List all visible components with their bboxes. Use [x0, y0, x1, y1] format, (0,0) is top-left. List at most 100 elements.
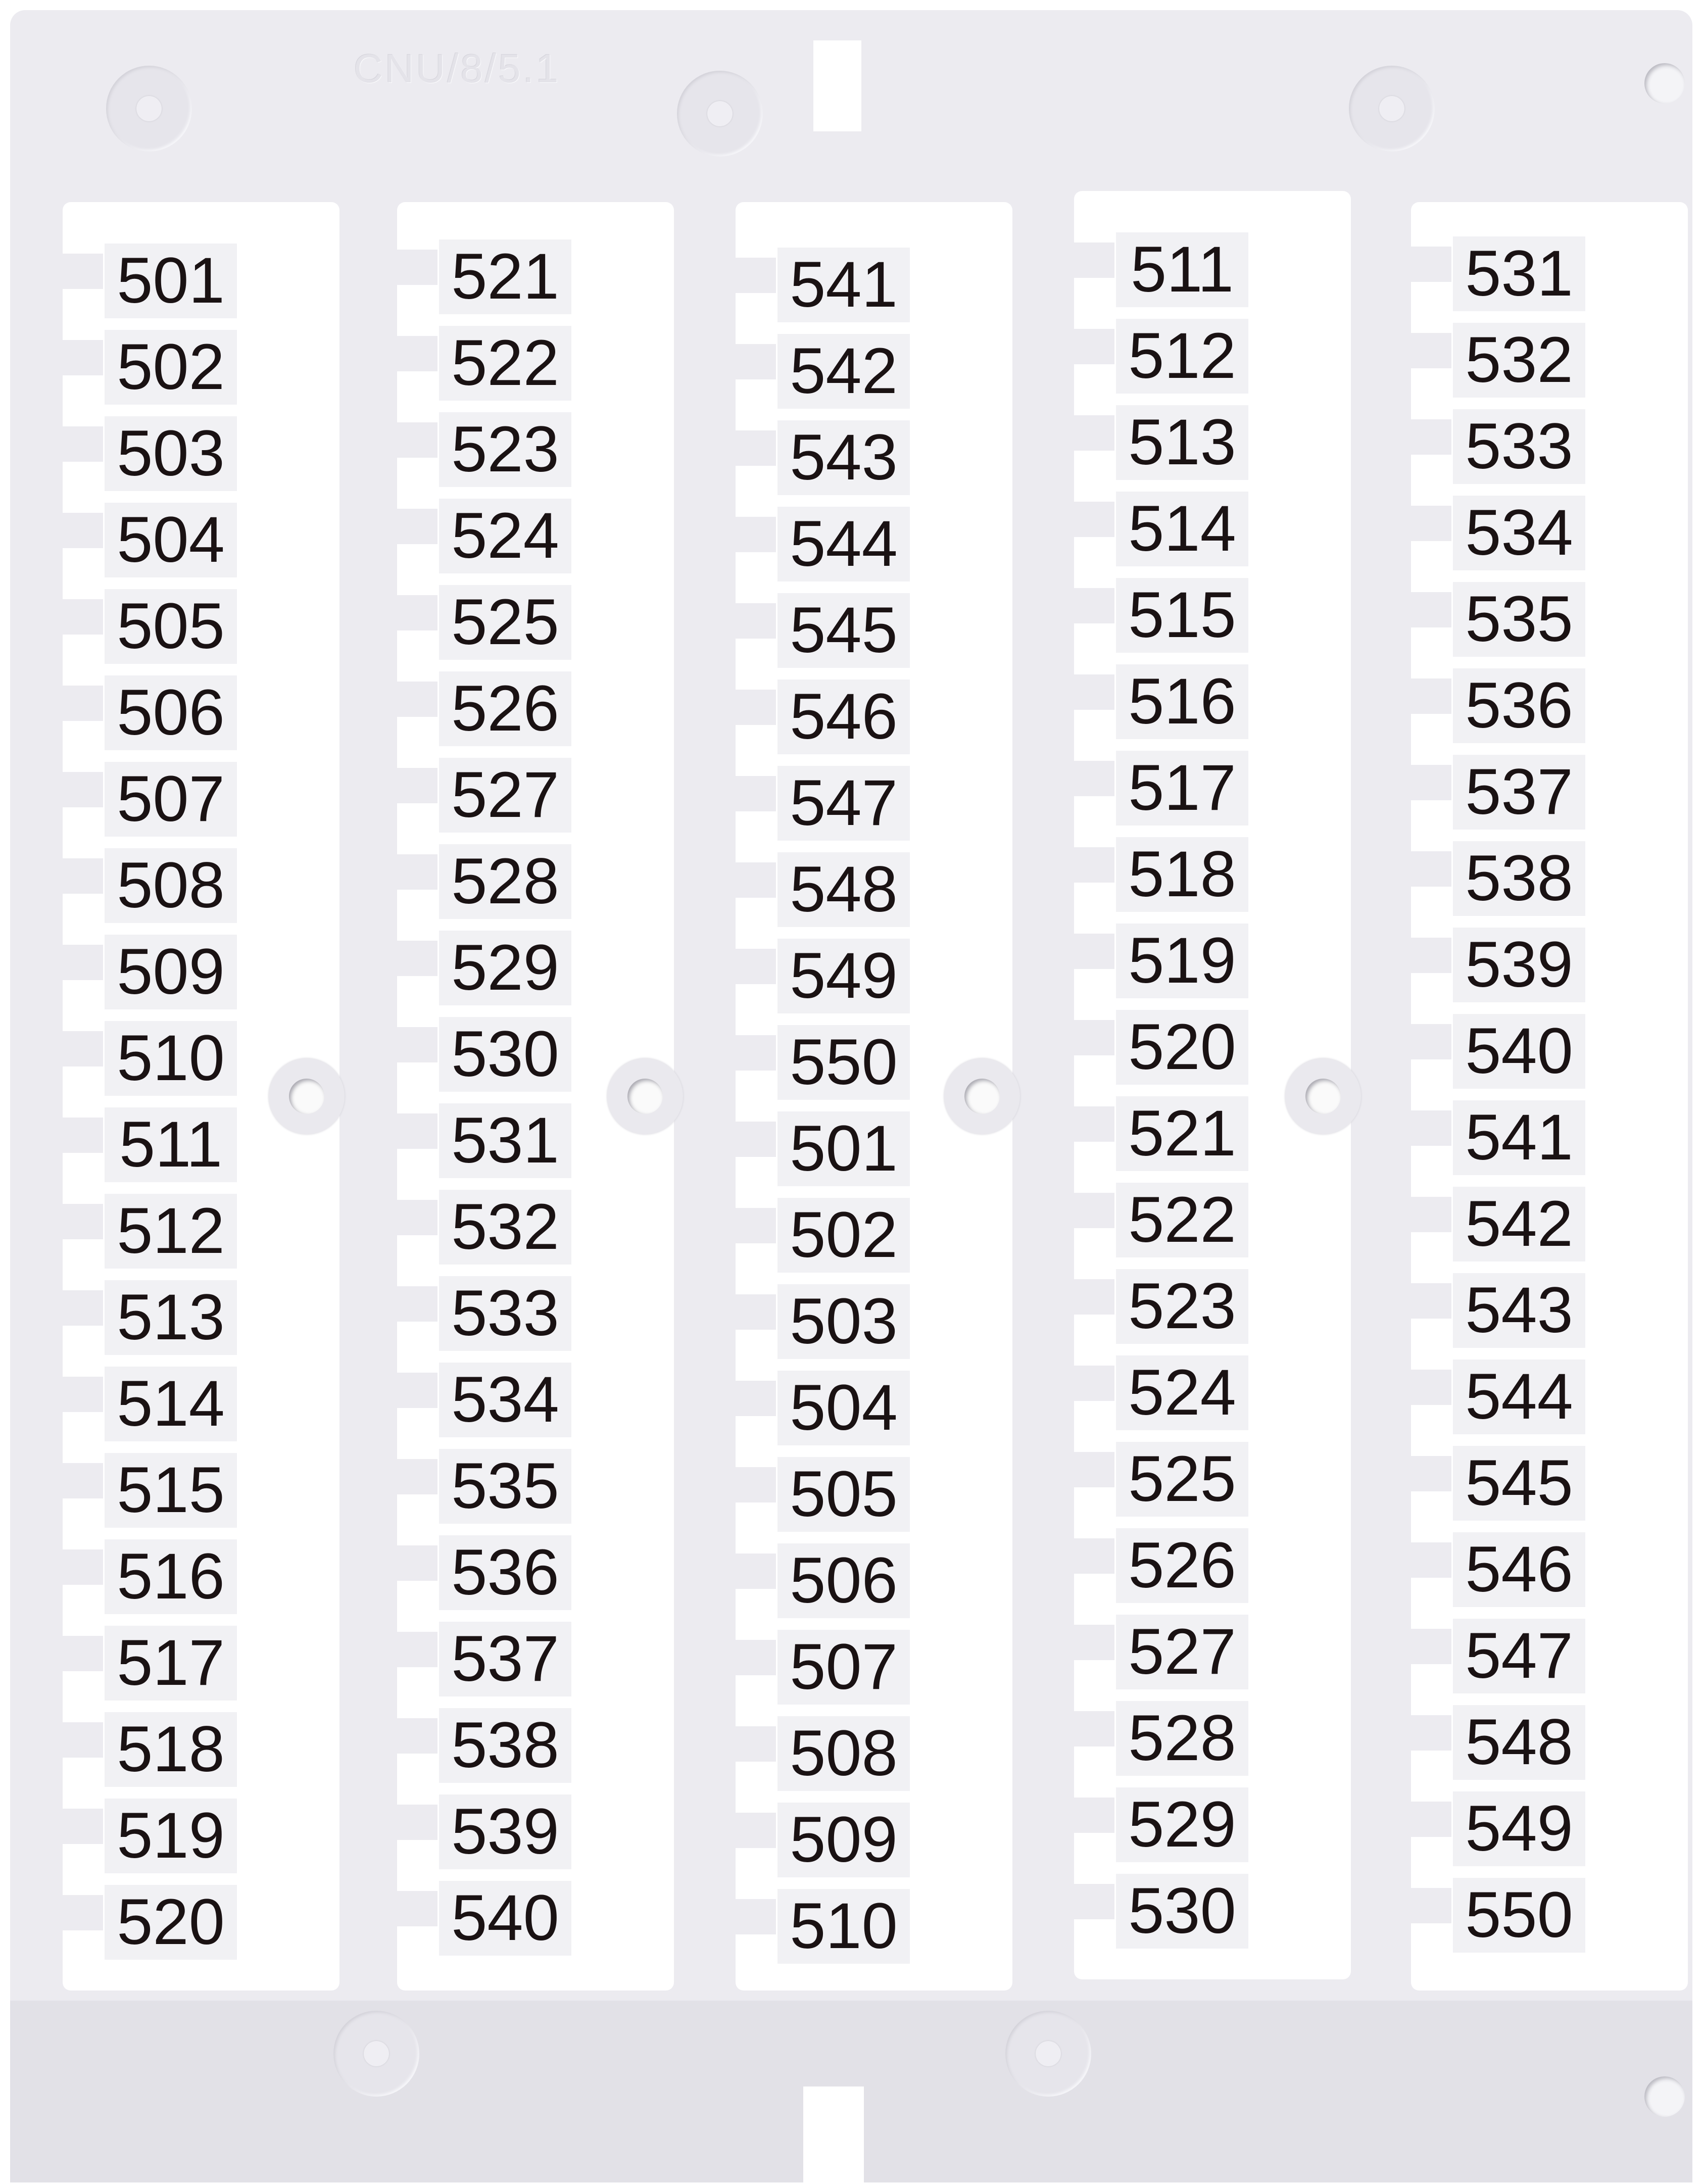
marker-label[interactable]: 511: [1116, 232, 1248, 307]
marker-label[interactable]: 513: [1116, 405, 1248, 480]
marker-label[interactable]: 539: [1453, 928, 1585, 1002]
marker-label[interactable]: 547: [1453, 1619, 1585, 1693]
marker-label[interactable]: 522: [1116, 1183, 1248, 1257]
marker-label[interactable]: 533: [439, 1276, 571, 1351]
marker-label[interactable]: 535: [1453, 582, 1585, 657]
marker-label[interactable]: 509: [105, 935, 237, 1009]
marker-label[interactable]: 515: [105, 1453, 237, 1528]
marker-label[interactable]: 539: [439, 1794, 571, 1869]
marker-label[interactable]: 518: [105, 1712, 237, 1787]
marker-label[interactable]: 541: [777, 248, 910, 322]
marker-label[interactable]: 544: [1453, 1360, 1585, 1434]
marker-label[interactable]: 519: [1116, 924, 1248, 998]
marker-label[interactable]: 517: [105, 1626, 237, 1701]
marker-label[interactable]: 545: [777, 593, 910, 668]
marker-label[interactable]: 502: [105, 330, 237, 405]
marker-label[interactable]: 520: [105, 1885, 237, 1960]
marker-label[interactable]: 550: [777, 1025, 910, 1100]
marker-label[interactable]: 526: [439, 671, 571, 746]
marker-label[interactable]: 506: [777, 1543, 910, 1618]
marker-label[interactable]: 534: [439, 1363, 571, 1437]
marker-label[interactable]: 528: [1116, 1701, 1248, 1776]
marker-label[interactable]: 507: [105, 762, 237, 837]
marker-label[interactable]: 512: [105, 1194, 237, 1269]
marker-label[interactable]: 508: [777, 1716, 910, 1791]
marker-label[interactable]: 501: [777, 1111, 910, 1186]
marker-label[interactable]: 524: [1116, 1355, 1248, 1430]
marker-label[interactable]: 546: [777, 680, 910, 754]
marker-label[interactable]: 519: [105, 1799, 237, 1873]
marker-label[interactable]: 523: [1116, 1269, 1248, 1344]
marker-label[interactable]: 542: [777, 334, 910, 409]
marker-label[interactable]: 505: [777, 1457, 910, 1532]
marker-label[interactable]: 504: [105, 503, 237, 577]
marker-label[interactable]: 510: [105, 1021, 237, 1096]
marker-label[interactable]: 545: [1453, 1446, 1585, 1521]
marker-label[interactable]: 525: [439, 585, 571, 660]
marker-label[interactable]: 512: [1116, 319, 1248, 394]
marker-label[interactable]: 508: [105, 848, 237, 923]
marker-label[interactable]: 543: [1453, 1273, 1585, 1348]
marker-label[interactable]: 537: [1453, 755, 1585, 830]
marker-label[interactable]: 536: [1453, 668, 1585, 743]
marker-label[interactable]: 509: [777, 1803, 910, 1877]
marker-label[interactable]: 529: [1116, 1787, 1248, 1862]
marker-label[interactable]: 541: [1453, 1100, 1585, 1175]
marker-label[interactable]: 526: [1116, 1528, 1248, 1603]
marker-label[interactable]: 518: [1116, 837, 1248, 912]
marker-label[interactable]: 542: [1453, 1187, 1585, 1261]
marker-label[interactable]: 548: [777, 852, 910, 927]
marker-label[interactable]: 521: [1116, 1096, 1248, 1171]
marker-label[interactable]: 549: [1453, 1791, 1585, 1866]
marker-label[interactable]: 535: [439, 1449, 571, 1524]
marker-label[interactable]: 527: [439, 758, 571, 833]
marker-label[interactable]: 540: [439, 1881, 571, 1956]
marker-label[interactable]: 550: [1453, 1878, 1585, 1953]
marker-label[interactable]: 538: [439, 1708, 571, 1783]
marker-label[interactable]: 506: [105, 675, 237, 750]
marker-label[interactable]: 546: [1453, 1532, 1585, 1607]
marker-label[interactable]: 503: [777, 1284, 910, 1359]
marker-label[interactable]: 505: [105, 589, 237, 664]
marker-label[interactable]: 515: [1116, 578, 1248, 653]
marker-label[interactable]: 510: [777, 1889, 910, 1964]
marker-label[interactable]: 525: [1116, 1442, 1248, 1517]
marker-label[interactable]: 504: [777, 1371, 910, 1445]
marker-label[interactable]: 522: [439, 326, 571, 401]
marker-label[interactable]: 540: [1453, 1014, 1585, 1089]
marker-label[interactable]: 533: [1453, 409, 1585, 484]
marker-label[interactable]: 520: [1116, 1010, 1248, 1085]
marker-label[interactable]: 543: [777, 420, 910, 495]
marker-label[interactable]: 507: [777, 1630, 910, 1705]
marker-label[interactable]: 513: [105, 1280, 237, 1355]
marker-label[interactable]: 511: [105, 1107, 237, 1182]
marker-label[interactable]: 537: [439, 1622, 571, 1696]
marker-label[interactable]: 532: [439, 1190, 571, 1265]
marker-label[interactable]: 503: [105, 416, 237, 491]
marker-label[interactable]: 523: [439, 412, 571, 487]
marker-label[interactable]: 501: [105, 244, 237, 318]
marker-label[interactable]: 530: [439, 1017, 571, 1092]
marker-label[interactable]: 549: [777, 939, 910, 1013]
marker-label[interactable]: 531: [439, 1103, 571, 1178]
marker-label[interactable]: 514: [1116, 492, 1248, 566]
marker-label[interactable]: 524: [439, 499, 571, 573]
marker-label[interactable]: 516: [1116, 664, 1248, 739]
marker-label[interactable]: 514: [105, 1367, 237, 1441]
marker-label[interactable]: 544: [777, 507, 910, 581]
marker-label[interactable]: 517: [1116, 751, 1248, 826]
marker-label[interactable]: 529: [439, 931, 571, 1005]
marker-label[interactable]: 502: [777, 1198, 910, 1273]
marker-label[interactable]: 521: [439, 239, 571, 314]
marker-label[interactable]: 548: [1453, 1705, 1585, 1780]
marker-label[interactable]: 536: [439, 1535, 571, 1610]
marker-label[interactable]: 534: [1453, 496, 1585, 570]
marker-label[interactable]: 530: [1116, 1874, 1248, 1949]
marker-label[interactable]: 538: [1453, 841, 1585, 916]
marker-label[interactable]: 547: [777, 766, 910, 841]
marker-label[interactable]: 516: [105, 1539, 237, 1614]
marker-label[interactable]: 527: [1116, 1615, 1248, 1689]
marker-label[interactable]: 531: [1453, 236, 1585, 311]
marker-label[interactable]: 532: [1453, 323, 1585, 398]
marker-label[interactable]: 528: [439, 844, 571, 919]
